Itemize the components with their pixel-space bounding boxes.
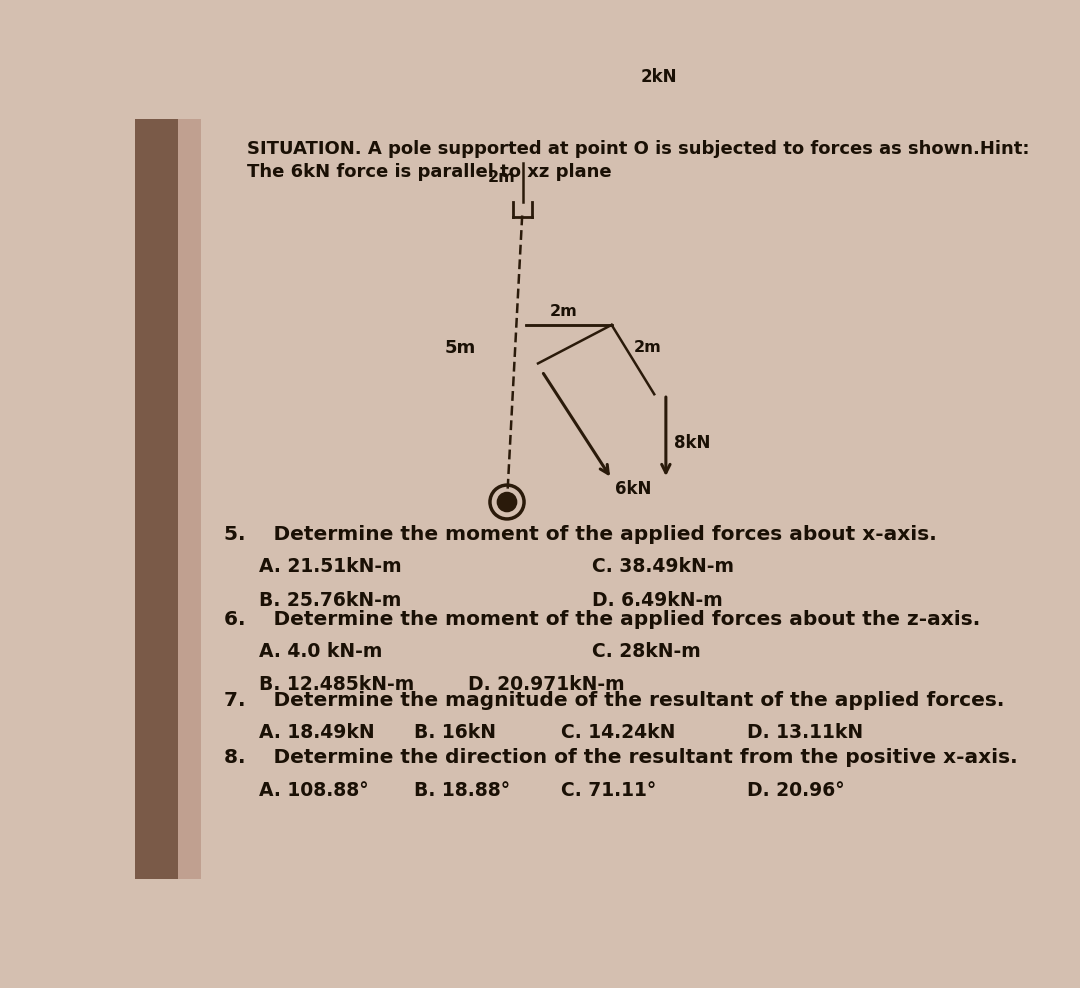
Text: A. 21.51kN-m: A. 21.51kN-m (259, 557, 402, 576)
Text: D. 6.49kN-m: D. 6.49kN-m (592, 591, 723, 610)
Text: 8kN: 8kN (674, 434, 710, 453)
Text: D. 20.96°: D. 20.96° (747, 781, 845, 799)
Text: 2kN: 2kN (642, 68, 677, 86)
Text: The 6kN force is parallel to xz plane: The 6kN force is parallel to xz plane (247, 163, 612, 181)
Circle shape (498, 493, 516, 511)
Text: 5m: 5m (445, 339, 476, 357)
Text: C. 38.49kN-m: C. 38.49kN-m (592, 557, 734, 576)
Text: A. 108.88°: A. 108.88° (259, 781, 368, 799)
Text: B. 18.88°: B. 18.88° (414, 781, 510, 799)
Text: D. 13.11kN: D. 13.11kN (747, 723, 863, 742)
Text: SITUATION. A pole supported at point O is subjected to forces as shown.Hint:: SITUATION. A pole supported at point O i… (247, 140, 1030, 158)
Text: 7.    Determine the magnitude of the resultant of the applied forces.: 7. Determine the magnitude of the result… (225, 691, 1004, 709)
Text: B. 25.76kN-m: B. 25.76kN-m (259, 591, 402, 610)
Text: A. 4.0 kN-m: A. 4.0 kN-m (259, 642, 382, 661)
Text: D. 20.971kN-m: D. 20.971kN-m (469, 675, 625, 695)
Text: B. 16kN: B. 16kN (414, 723, 496, 742)
FancyBboxPatch shape (135, 119, 177, 879)
Text: B. 12.485kN-m: B. 12.485kN-m (259, 675, 415, 695)
Text: C. 71.11°: C. 71.11° (562, 781, 657, 799)
Text: 2m: 2m (488, 171, 515, 186)
Text: 6kN: 6kN (616, 480, 652, 498)
Text: 6.    Determine the moment of the applied forces about the z-axis.: 6. Determine the moment of the applied f… (225, 610, 981, 628)
Text: C. 28kN-m: C. 28kN-m (592, 642, 701, 661)
Text: C. 14.24kN: C. 14.24kN (562, 723, 676, 742)
Text: 8.    Determine the direction of the resultant from the positive x-axis.: 8. Determine the direction of the result… (225, 749, 1017, 768)
FancyBboxPatch shape (177, 119, 201, 879)
Text: A. 18.49kN: A. 18.49kN (259, 723, 375, 742)
Text: 5.    Determine the moment of the applied forces about x-axis.: 5. Determine the moment of the applied f… (225, 525, 936, 544)
Text: 2m: 2m (633, 340, 661, 355)
Text: 2m: 2m (550, 303, 578, 319)
